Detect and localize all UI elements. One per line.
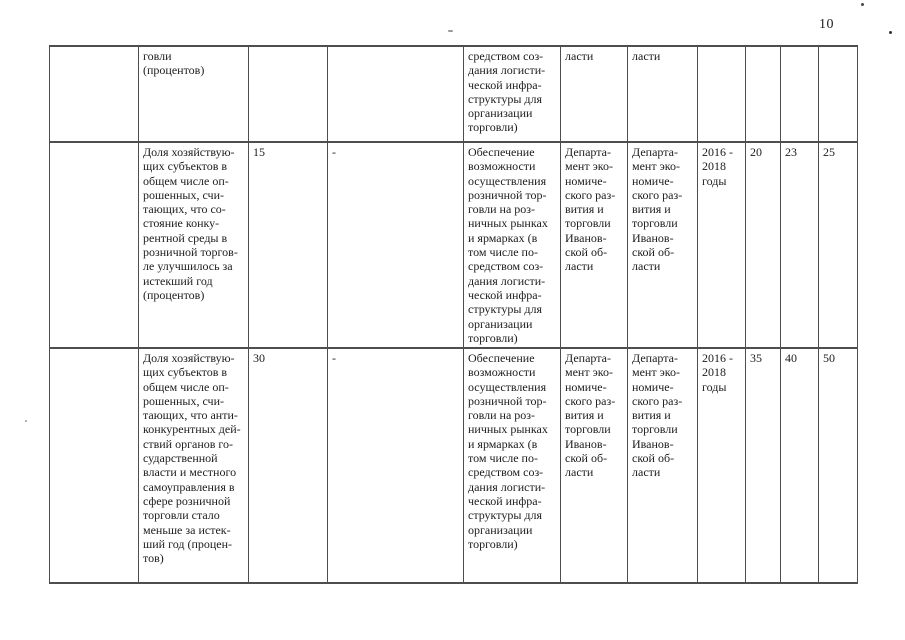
responsible-executor-cell: Департа- мент эко- номиче- ского раз- ви… <box>560 347 628 584</box>
scan-speck <box>448 30 453 32</box>
current-value-cell <box>248 45 328 143</box>
co-executor-cell: Департа- мент эко- номиче- ского раз- ви… <box>627 347 698 584</box>
target-value-cell: - <box>327 347 464 584</box>
number-cell <box>49 141 139 349</box>
indicator-name-cell: говли (процентов) <box>138 45 249 143</box>
current-value-cell: 15 <box>248 141 328 349</box>
responsible-executor-cell: ласти <box>560 45 628 143</box>
year-target-cell-2016: 35 <box>745 347 781 584</box>
co-executor-cell: Департа- мент эко- номиче- ского раз- ви… <box>627 141 698 349</box>
current-value-cell: 30 <box>248 347 328 584</box>
target-value-cell: - <box>327 141 464 349</box>
responsible-executor-cell: Департа- мент эко- номиче- ского раз- ви… <box>560 141 628 349</box>
table-row: Доля хозяйствую- щих субъектов в общем ч… <box>49 141 858 349</box>
measure-cell: Обеспечение возможности осуществления ро… <box>463 141 561 349</box>
year-target-cell-2017: 23 <box>780 141 819 349</box>
year-target-cell-2018: 50 <box>818 347 858 584</box>
number-cell <box>49 347 139 584</box>
scan-speck <box>889 31 892 34</box>
measure-cell: средством соз- дания логисти- ческой инф… <box>463 45 561 143</box>
indicators-table: говли (процентов) средством соз- дания л… <box>49 45 858 584</box>
year-target-cell-2018: 25 <box>818 141 858 349</box>
period-cell <box>697 45 746 143</box>
target-value-cell <box>327 45 464 143</box>
period-cell: 2016 - 2018 годы <box>697 347 746 584</box>
year-target-cell-2017 <box>780 45 819 143</box>
scan-speck <box>861 3 864 6</box>
measure-cell: Обеспечение возможности осуществления ро… <box>463 347 561 584</box>
table-row: говли (процентов) средством соз- дания л… <box>49 45 858 143</box>
page-number: 10 <box>819 17 834 32</box>
co-executor-cell: ласти <box>627 45 698 143</box>
year-target-cell-2018 <box>818 45 858 143</box>
year-target-cell-2017: 40 <box>780 347 819 584</box>
table-row: Доля хозяйствую- щих субъектов в общем ч… <box>49 347 858 584</box>
indicator-name-cell: Доля хозяйствую- щих субъектов в общем ч… <box>138 141 249 349</box>
year-target-cell-2016: 20 <box>745 141 781 349</box>
number-cell <box>49 45 139 143</box>
period-cell: 2016 - 2018 годы <box>697 141 746 349</box>
indicator-name-cell: Доля хозяйствую- щих субъектов в общем ч… <box>138 347 249 584</box>
year-target-cell-2016 <box>745 45 781 143</box>
scan-speck <box>25 420 27 422</box>
